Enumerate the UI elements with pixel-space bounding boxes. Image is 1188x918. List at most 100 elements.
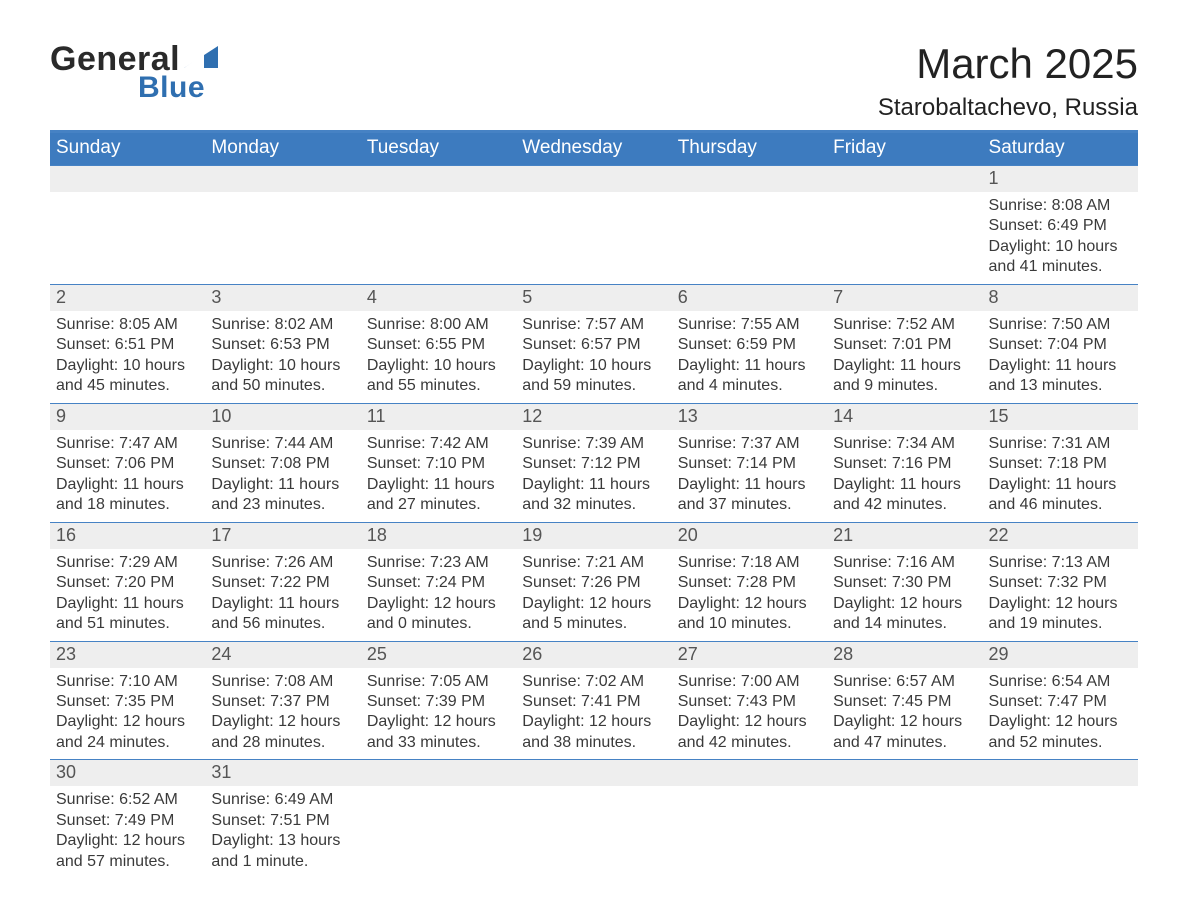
sunset-text: Sunset: 6:53 PM (211, 335, 354, 355)
day-cell: 25Sunrise: 7:05 AMSunset: 7:39 PMDayligh… (361, 642, 516, 760)
day-of-week-header: Sunday Monday Tuesday Wednesday Thursday… (50, 133, 1138, 165)
sunset-text: Sunset: 7:08 PM (211, 454, 354, 474)
day-body: Sunrise: 7:16 AMSunset: 7:30 PMDaylight:… (827, 549, 982, 641)
day-cell (827, 760, 982, 878)
day-number: 4 (361, 285, 516, 311)
daylight-text: Daylight: 10 hours and 55 minutes. (367, 356, 510, 397)
daylight-text: Daylight: 11 hours and 4 minutes. (678, 356, 821, 397)
day-body: Sunrise: 6:49 AMSunset: 7:51 PMDaylight:… (205, 786, 360, 878)
day-cell: 23Sunrise: 7:10 AMSunset: 7:35 PMDayligh… (50, 642, 205, 760)
day-number: 15 (983, 404, 1138, 430)
sunset-text: Sunset: 7:47 PM (989, 692, 1132, 712)
sunrise-text: Sunrise: 7:52 AM (833, 315, 976, 335)
sunset-text: Sunset: 7:28 PM (678, 573, 821, 593)
day-cell: 3Sunrise: 8:02 AMSunset: 6:53 PMDaylight… (205, 285, 360, 403)
day-number: 9 (50, 404, 205, 430)
day-cell: 14Sunrise: 7:34 AMSunset: 7:16 PMDayligh… (827, 404, 982, 522)
week-row: 30Sunrise: 6:52 AMSunset: 7:49 PMDayligh… (50, 759, 1138, 878)
day-body: Sunrise: 7:34 AMSunset: 7:16 PMDaylight:… (827, 430, 982, 522)
day-body: Sunrise: 7:57 AMSunset: 6:57 PMDaylight:… (516, 311, 671, 403)
day-cell: 9Sunrise: 7:47 AMSunset: 7:06 PMDaylight… (50, 404, 205, 522)
sunset-text: Sunset: 7:45 PM (833, 692, 976, 712)
day-number: 7 (827, 285, 982, 311)
week-row: 9Sunrise: 7:47 AMSunset: 7:06 PMDaylight… (50, 403, 1138, 522)
sunset-text: Sunset: 7:12 PM (522, 454, 665, 474)
sunset-text: Sunset: 6:55 PM (367, 335, 510, 355)
sunset-text: Sunset: 7:06 PM (56, 454, 199, 474)
day-number (672, 760, 827, 786)
day-body (516, 786, 671, 796)
day-body (672, 192, 827, 202)
daylight-text: Daylight: 12 hours and 57 minutes. (56, 831, 199, 872)
day-body: Sunrise: 8:05 AMSunset: 6:51 PMDaylight:… (50, 311, 205, 403)
day-number (827, 760, 982, 786)
sunrise-text: Sunrise: 6:49 AM (211, 790, 354, 810)
day-number (516, 166, 671, 192)
brand-logo: General Blue (50, 40, 220, 105)
sunset-text: Sunset: 7:39 PM (367, 692, 510, 712)
day-number (50, 166, 205, 192)
day-number (516, 760, 671, 786)
daylight-text: Daylight: 10 hours and 45 minutes. (56, 356, 199, 397)
day-cell (516, 166, 671, 284)
sunset-text: Sunset: 7:04 PM (989, 335, 1132, 355)
daylight-text: Daylight: 12 hours and 47 minutes. (833, 712, 976, 753)
daylight-text: Daylight: 11 hours and 32 minutes. (522, 475, 665, 516)
week-row: 1Sunrise: 8:08 AMSunset: 6:49 PMDaylight… (50, 165, 1138, 284)
day-cell: 2Sunrise: 8:05 AMSunset: 6:51 PMDaylight… (50, 285, 205, 403)
daylight-text: Daylight: 11 hours and 13 minutes. (989, 356, 1132, 397)
daylight-text: Daylight: 11 hours and 37 minutes. (678, 475, 821, 516)
day-cell (983, 760, 1138, 878)
day-number: 28 (827, 642, 982, 668)
week-row: 16Sunrise: 7:29 AMSunset: 7:20 PMDayligh… (50, 522, 1138, 641)
day-body: Sunrise: 7:50 AMSunset: 7:04 PMDaylight:… (983, 311, 1138, 403)
day-cell: 13Sunrise: 7:37 AMSunset: 7:14 PMDayligh… (672, 404, 827, 522)
day-cell (516, 760, 671, 878)
sunrise-text: Sunrise: 7:16 AM (833, 553, 976, 573)
day-body: Sunrise: 7:26 AMSunset: 7:22 PMDaylight:… (205, 549, 360, 641)
sunset-text: Sunset: 6:49 PM (989, 216, 1132, 236)
day-number: 27 (672, 642, 827, 668)
daylight-text: Daylight: 11 hours and 56 minutes. (211, 594, 354, 635)
daylight-text: Daylight: 12 hours and 10 minutes. (678, 594, 821, 635)
day-number (361, 166, 516, 192)
day-cell: 4Sunrise: 8:00 AMSunset: 6:55 PMDaylight… (361, 285, 516, 403)
day-cell: 1Sunrise: 8:08 AMSunset: 6:49 PMDaylight… (983, 166, 1138, 284)
daylight-text: Daylight: 11 hours and 46 minutes. (989, 475, 1132, 516)
sunset-text: Sunset: 6:51 PM (56, 335, 199, 355)
day-body (50, 192, 205, 202)
daylight-text: Daylight: 11 hours and 51 minutes. (56, 594, 199, 635)
day-cell: 29Sunrise: 6:54 AMSunset: 7:47 PMDayligh… (983, 642, 1138, 760)
daylight-text: Daylight: 12 hours and 28 minutes. (211, 712, 354, 753)
day-body: Sunrise: 8:02 AMSunset: 6:53 PMDaylight:… (205, 311, 360, 403)
daylight-text: Daylight: 11 hours and 9 minutes. (833, 356, 976, 397)
day-body: Sunrise: 7:37 AMSunset: 7:14 PMDaylight:… (672, 430, 827, 522)
day-body: Sunrise: 6:54 AMSunset: 7:47 PMDaylight:… (983, 668, 1138, 760)
sunrise-text: Sunrise: 7:34 AM (833, 434, 976, 454)
header: General Blue March 2025 Starobaltachevo,… (50, 40, 1138, 122)
sunset-text: Sunset: 7:30 PM (833, 573, 976, 593)
sunrise-text: Sunrise: 7:00 AM (678, 672, 821, 692)
day-body (205, 192, 360, 202)
day-cell (672, 166, 827, 284)
sunrise-text: Sunrise: 7:44 AM (211, 434, 354, 454)
day-number: 29 (983, 642, 1138, 668)
sunset-text: Sunset: 6:59 PM (678, 335, 821, 355)
day-cell: 26Sunrise: 7:02 AMSunset: 7:41 PMDayligh… (516, 642, 671, 760)
daylight-text: Daylight: 11 hours and 27 minutes. (367, 475, 510, 516)
day-body (516, 192, 671, 202)
day-body: Sunrise: 7:29 AMSunset: 7:20 PMDaylight:… (50, 549, 205, 641)
day-number: 13 (672, 404, 827, 430)
sunrise-text: Sunrise: 8:05 AM (56, 315, 199, 335)
day-cell (50, 166, 205, 284)
weeks-container: 1Sunrise: 8:08 AMSunset: 6:49 PMDaylight… (50, 165, 1138, 878)
dow-sunday: Sunday (50, 133, 205, 165)
sunrise-text: Sunrise: 7:29 AM (56, 553, 199, 573)
daylight-text: Daylight: 12 hours and 24 minutes. (56, 712, 199, 753)
week-row: 23Sunrise: 7:10 AMSunset: 7:35 PMDayligh… (50, 641, 1138, 760)
daylight-text: Daylight: 12 hours and 14 minutes. (833, 594, 976, 635)
sunrise-text: Sunrise: 6:57 AM (833, 672, 976, 692)
day-cell: 22Sunrise: 7:13 AMSunset: 7:32 PMDayligh… (983, 523, 1138, 641)
day-body: Sunrise: 7:23 AMSunset: 7:24 PMDaylight:… (361, 549, 516, 641)
day-cell: 7Sunrise: 7:52 AMSunset: 7:01 PMDaylight… (827, 285, 982, 403)
